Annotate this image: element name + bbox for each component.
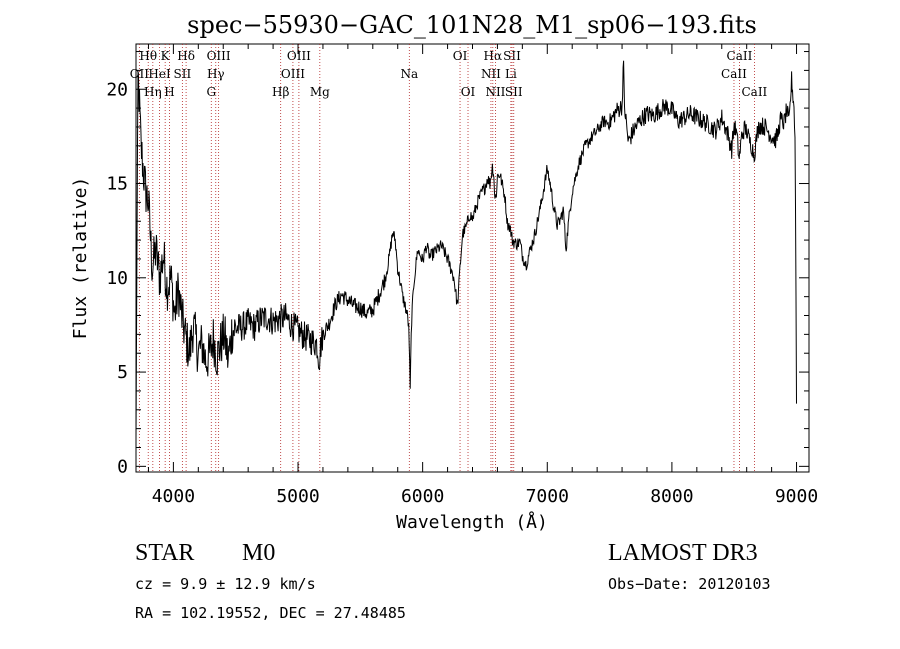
spectral-line-label: OIII [207,49,231,63]
spectral-line-label: Hη [144,85,162,99]
spectral-line-label: HeI [148,67,171,81]
x-axis-ticks: 4000 5000 6000 7000 8000 9000 [147,44,818,507]
coordinates-text: RA = 102.19552, DEC = 27.48485 [135,604,406,622]
spectral-line-label: G [206,85,216,99]
spectral-line-label: SII [503,49,521,63]
y-tick-label: 10 [106,268,128,289]
y-axis-ticks: 0 5 10 15 20 [106,51,809,477]
spectral-line-label: OII [130,67,150,81]
x-tick-label: 6000 [401,486,444,507]
y-tick-label: 5 [117,362,128,383]
spectral-line-label: OI [453,49,468,63]
spectral-line-label: Hθ [139,49,157,63]
x-tick-label: 7000 [526,486,569,507]
spectral-line-label: Hδ [177,49,195,63]
x-axis-label: Wavelength (Å) [396,511,548,533]
spectral-line-label: Na [400,67,418,81]
plot-frame [135,43,810,473]
spectral-line-label: OI [461,85,476,99]
spectral-line-label: Mg [310,85,330,99]
spectral-line-label: SII [505,85,523,99]
x-tick-label: 4000 [152,486,195,507]
spectral-line-label: K [161,49,171,63]
y-axis-label: Flux (relative) [70,177,91,340]
spectral-line-label: NII [481,67,501,81]
spectral-line-markers: Hθ OII Hη K HeI H Hδ SII OIII Hγ G OIII OIII Hβ Mg Na OI… [130,44,768,472]
y-tick-label: 0 [117,456,128,477]
x-tick-label: 5000 [276,486,319,507]
spectral-line-label: CaII [721,67,747,81]
object-class: STAR [135,540,195,566]
y-tick-label: 20 [106,79,128,100]
spectral-line-label: H [164,85,174,99]
spectral-line-label: OIII [281,67,305,81]
spectrum-chart: spec−55930−GAC_101N28_M1_sp06−193.fits H… [70,11,818,533]
x-tick-label: 9000 [775,486,818,507]
redshift-text: cz = 9.9 ± 12.9 km/s [135,575,316,593]
obs-date-text: Obs−Date: 20120103 [608,575,771,593]
spectral-line-label: Hβ [272,85,289,99]
spectral-line-label: NII [485,85,505,99]
object-subclass: M0 [242,540,276,566]
y-tick-label: 15 [106,174,128,195]
spectral-line-label: SII [174,67,192,81]
chart-title: spec−55930−GAC_101N28_M1_sp06−193.fits [187,11,757,39]
spectral-line-label: OIII [287,49,311,63]
flux-series-line [135,60,797,439]
spectral-line-label: Li [505,67,517,81]
spectral-line-label: CaII [741,85,767,99]
spectral-line-label: Hα [484,49,503,63]
spectral-line-label: Hγ [207,67,225,81]
survey-name: LAMOST DR3 [608,540,758,566]
spectral-line-label: CaII [727,49,753,63]
x-tick-label: 8000 [650,486,693,507]
